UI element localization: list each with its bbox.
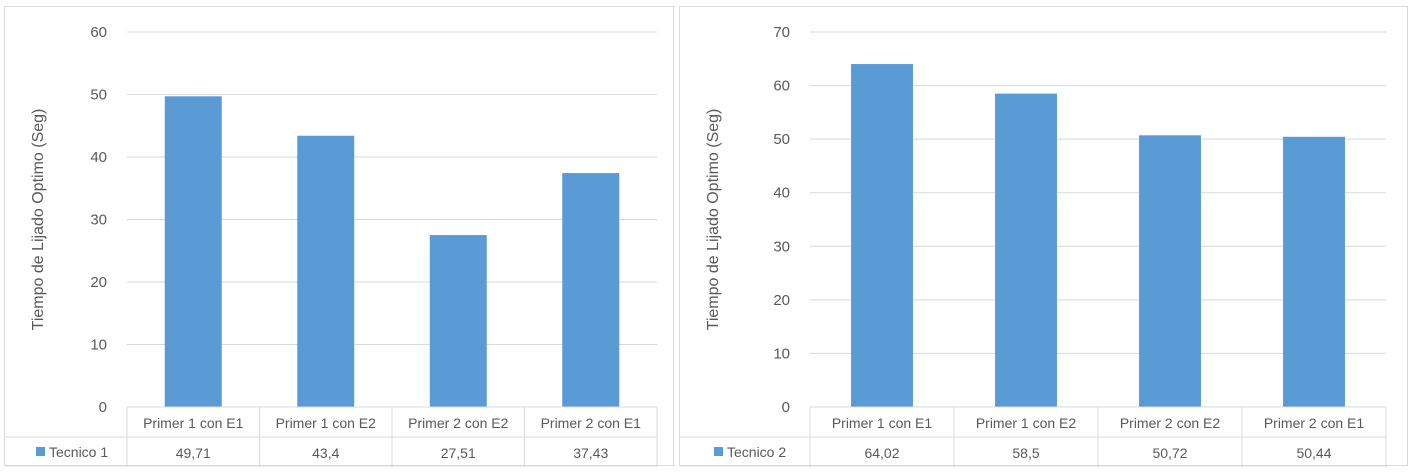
legend-key <box>714 447 723 456</box>
data-label: 37,43 <box>573 445 608 461</box>
bar <box>297 135 355 407</box>
chart-panel-tecnico-1: 0 10 20 30 40 50 60 Primer 1 con E1 49,71 Primer … <box>4 6 674 467</box>
bar <box>429 235 487 407</box>
y-tick-label: 10 <box>773 345 790 362</box>
y-tick-label: 70 <box>773 24 790 41</box>
data-label: 64,02 <box>864 445 899 461</box>
y-tick-label: 30 <box>773 238 790 255</box>
category-label: Primer 1 con E2 <box>976 415 1077 431</box>
y-tick-label: 60 <box>90 24 107 41</box>
bar-chart-tecnico-2: 0 10 20 30 40 50 60 70 Primer 1 con E1 64,02 Prime… <box>680 24 1387 467</box>
series-label: Tecnico 1 <box>49 444 108 460</box>
category-label: Primer 2 con E2 <box>408 415 509 431</box>
y-tick-label: 30 <box>90 212 107 229</box>
data-label: 50,72 <box>1152 445 1187 461</box>
series-label: Tecnico 2 <box>727 444 786 460</box>
data-label: 43,4 <box>312 445 339 461</box>
y-axis-title: Tiempo de Lijado Optimo (Seg) <box>705 109 722 331</box>
bar <box>1283 136 1345 408</box>
y-tick-label: 20 <box>773 292 790 309</box>
chart-panel-tecnico-2: 0 10 20 30 40 50 60 70 Primer 1 con E1 64,02 Prime… <box>679 6 1408 467</box>
category-label: Primer 1 con E1 <box>832 415 933 431</box>
bar <box>562 173 620 407</box>
data-label: 49,71 <box>176 445 211 461</box>
y-tick-label: 50 <box>90 87 107 104</box>
y-tick-label: 10 <box>90 337 107 354</box>
legend-key <box>36 447 45 456</box>
y-tick-label: 0 <box>99 399 107 416</box>
data-label: 27,51 <box>441 445 476 461</box>
category-label: Primer 2 con E1 <box>541 415 642 431</box>
category-label: Primer 1 con E1 <box>143 415 244 431</box>
y-tick-label: 20 <box>90 274 107 291</box>
y-tick-label: 40 <box>773 185 790 202</box>
bar <box>851 64 913 408</box>
bar <box>164 96 222 407</box>
category-label: Primer 2 con E1 <box>1264 415 1365 431</box>
y-tick-label: 60 <box>773 78 790 95</box>
y-tick-label: 40 <box>90 149 107 166</box>
data-label: 50,44 <box>1296 445 1331 461</box>
data-label: 58,5 <box>1012 445 1039 461</box>
bar <box>1139 135 1201 408</box>
bar-chart-tecnico-1: 0 10 20 30 40 50 60 Primer 1 con E1 49,71 Primer … <box>5 24 658 467</box>
bar <box>995 93 1057 407</box>
category-label: Primer 1 con E2 <box>276 415 377 431</box>
y-axis-title: Tiempo de Lijado Optimo (Seg) <box>30 109 47 331</box>
category-label: Primer 2 con E2 <box>1120 415 1221 431</box>
y-tick-label: 50 <box>773 131 790 148</box>
y-tick-label: 0 <box>782 399 790 416</box>
